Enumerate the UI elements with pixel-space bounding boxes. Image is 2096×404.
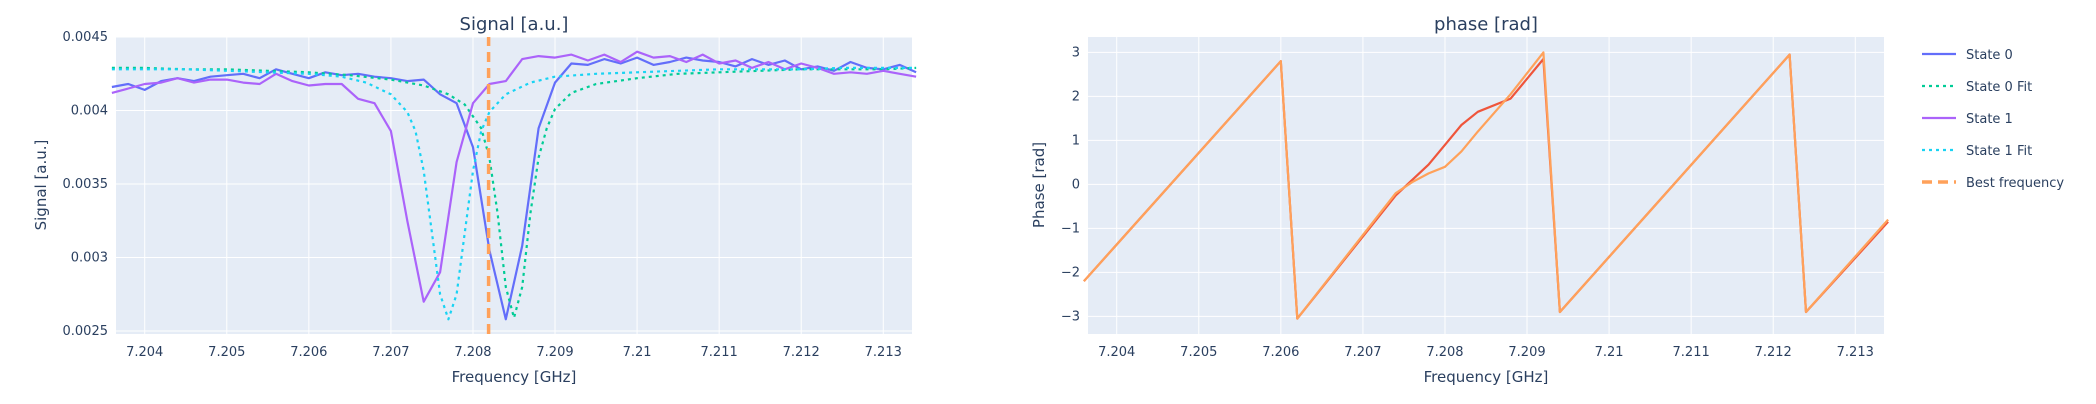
signal-x-tick-label: 7.212 bbox=[783, 345, 820, 360]
legend-label: Best frequency bbox=[1966, 176, 2064, 191]
legend-label: State 1 bbox=[1966, 112, 2013, 127]
phase-x-tick-label: 7.207 bbox=[1344, 345, 1381, 360]
phase-y-tick-label: 1 bbox=[1072, 133, 1080, 148]
phase-x-tick-label: 7.208 bbox=[1426, 345, 1463, 360]
phase-y-tick-label: 0 bbox=[1072, 177, 1080, 192]
signal-y-tick-label: 0.003 bbox=[71, 251, 108, 266]
phase-series-state-1[interactable] bbox=[1083, 51, 1889, 320]
signal-x-tick-label: 7.211 bbox=[701, 345, 738, 360]
signal-series-state-0-fit[interactable] bbox=[111, 66, 917, 319]
phase-x-tick-label: 7.211 bbox=[1673, 345, 1710, 360]
phase-x-tick-label: 7.205 bbox=[1180, 345, 1217, 360]
phase-y-tick-label: −2 bbox=[1061, 265, 1080, 280]
legend-label: State 0 Fit bbox=[1966, 80, 2032, 95]
signal-y-tick-label: 0.0025 bbox=[63, 324, 109, 339]
signal-x-axis-label: Frequency [GHz] bbox=[452, 368, 577, 386]
signal-y-axis-label: Signal [a.u.] bbox=[32, 140, 50, 231]
legend-label: State 0 bbox=[1966, 48, 2013, 63]
legend-item-state-1-fit[interactable]: State 1 Fit bbox=[1922, 144, 2032, 159]
phase-x-tick-label: 7.204 bbox=[1098, 345, 1135, 360]
signal-x-tick-label: 7.208 bbox=[454, 345, 491, 360]
signal-series-state-1[interactable] bbox=[111, 50, 917, 303]
signal-y-tick-label: 0.0045 bbox=[63, 30, 109, 45]
phase-x-axis-label: Frequency [GHz] bbox=[1424, 368, 1549, 386]
signal-x-tick-label: 7.213 bbox=[865, 345, 902, 360]
signal-y-tick-label: 0.004 bbox=[71, 104, 108, 119]
signal-x-tick-label: 7.204 bbox=[126, 345, 163, 360]
phase-y-tick-label: 3 bbox=[1072, 45, 1080, 60]
phase-x-tick-label: 7.206 bbox=[1262, 345, 1299, 360]
signal-x-tick-label: 7.209 bbox=[536, 345, 573, 360]
legend-item-state-1[interactable]: State 1 bbox=[1922, 112, 2013, 127]
signal-chart-title: Signal [a.u.] bbox=[460, 14, 569, 35]
signal-y-ticks: 0.0025 0.003 0.0035 0.004 0.0045 bbox=[63, 30, 109, 339]
phase-series bbox=[1083, 51, 1889, 320]
signal-y-tick-label: 0.0035 bbox=[63, 177, 109, 192]
phase-x-ticks: 7.204 7.205 7.206 7.207 7.208 7.209 7.21 7.211 7… bbox=[1098, 345, 1874, 360]
signal-chart: 7.204 7.205 7.206 7.207 7.208 7.209 7.21 7.211 7… bbox=[32, 14, 917, 386]
phase-y-ticks: −3 −2 −1 0 1 2 3 bbox=[1061, 45, 1080, 324]
phase-x-tick-label: 7.213 bbox=[1837, 345, 1874, 360]
legend-item-state-0[interactable]: State 0 bbox=[1922, 48, 2013, 63]
signal-series-state-0[interactable] bbox=[111, 56, 917, 321]
phase-x-tick-label: 7.209 bbox=[1508, 345, 1545, 360]
signal-x-tick-label: 7.21 bbox=[623, 345, 652, 360]
phase-y-tick-label: −1 bbox=[1061, 221, 1080, 236]
signal-series bbox=[111, 37, 917, 334]
legend-label: State 1 Fit bbox=[1966, 144, 2032, 159]
signal-x-tick-label: 7.206 bbox=[290, 345, 327, 360]
phase-chart-title: phase [rad] bbox=[1434, 14, 1538, 35]
signal-x-ticks: 7.204 7.205 7.206 7.207 7.208 7.209 7.21 7.211 7… bbox=[126, 345, 902, 360]
phase-y-tick-label: 2 bbox=[1072, 89, 1080, 104]
phase-x-tick-label: 7.21 bbox=[1595, 345, 1624, 360]
phase-x-tick-label: 7.212 bbox=[1755, 345, 1792, 360]
signal-series-state-1-fit[interactable] bbox=[111, 66, 917, 321]
legend: State 0 State 0 Fit State 1 State 1 Fit Best… bbox=[1922, 48, 2064, 191]
phase-plot-area[interactable] bbox=[1088, 37, 1884, 334]
phase-y-tick-label: −3 bbox=[1061, 309, 1080, 324]
signal-x-tick-label: 7.207 bbox=[372, 345, 409, 360]
legend-item-state-0-fit[interactable]: State 0 Fit bbox=[1922, 80, 2032, 95]
legend-item-best-frequency[interactable]: Best frequency bbox=[1922, 176, 2064, 191]
phase-chart: 7.204 7.205 7.206 7.207 7.208 7.209 7.21 7.211 7… bbox=[1030, 14, 1889, 386]
signal-x-tick-label: 7.205 bbox=[208, 345, 245, 360]
phase-y-axis-label: Phase [rad] bbox=[1030, 142, 1048, 228]
